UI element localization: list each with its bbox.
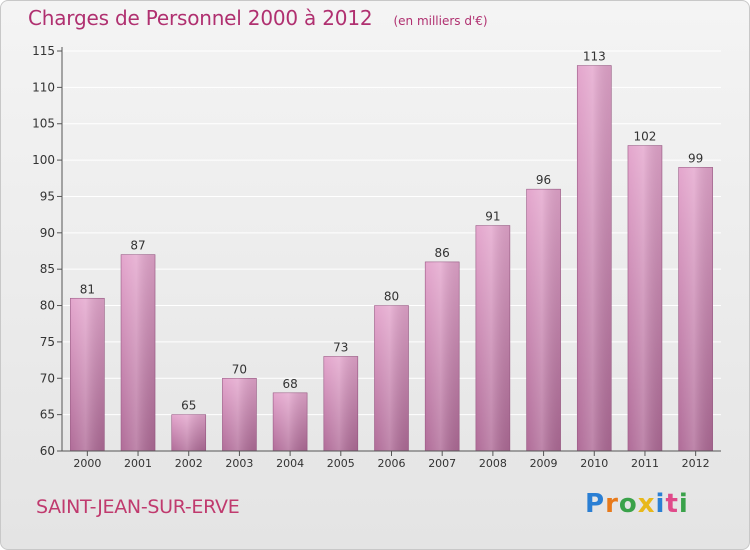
- x-tick-label: 2009: [530, 457, 558, 470]
- y-tick-label: 60: [40, 444, 55, 458]
- bar-shine: [577, 65, 612, 451]
- bar-shine: [627, 145, 662, 451]
- bar-shine: [273, 392, 308, 451]
- logo-letter: r: [605, 489, 619, 519]
- y-tick-label: 95: [40, 189, 55, 203]
- y-tick-label: 65: [40, 408, 55, 422]
- bar-shine: [222, 378, 257, 451]
- x-tick-label: 2008: [479, 457, 507, 470]
- y-tick-label: 70: [40, 371, 55, 385]
- y-tick-label: 110: [32, 80, 55, 94]
- commune-name: SAINT-JEAN-SUR-ERVE: [36, 496, 240, 518]
- bar-shine: [323, 356, 358, 451]
- bar-shine: [70, 298, 105, 451]
- x-tick-label: 2010: [580, 457, 608, 470]
- x-tick-label: 2012: [682, 457, 710, 470]
- y-tick-label: 80: [40, 299, 55, 313]
- logo-letter: t: [665, 489, 679, 519]
- logo-letter: o: [618, 489, 638, 519]
- bar-shine: [526, 189, 561, 451]
- data-label: 87: [130, 239, 145, 253]
- chart-title: Charges de Personnel 2000 à 2012: [28, 6, 373, 30]
- bar-shine: [678, 167, 713, 451]
- data-label: 65: [181, 399, 196, 413]
- logo-letter: i: [655, 489, 666, 519]
- y-tick-label: 75: [40, 335, 55, 349]
- data-label: 86: [435, 246, 450, 260]
- x-tick-label: 2006: [378, 457, 406, 470]
- data-label: 73: [333, 340, 348, 354]
- bar-shine: [171, 414, 206, 451]
- data-label: 99: [688, 151, 703, 165]
- y-tick-label: 90: [40, 226, 55, 240]
- x-tick-label: 2005: [327, 457, 355, 470]
- data-label: 102: [634, 130, 657, 144]
- data-label: 70: [232, 362, 247, 376]
- y-tick-label: 115: [32, 44, 55, 58]
- x-tick-label: 2000: [73, 457, 101, 470]
- bar-shine: [374, 305, 409, 451]
- data-label: 81: [80, 282, 95, 296]
- logo-letter: P: [585, 489, 606, 519]
- bar-shine: [475, 225, 510, 451]
- data-label: 91: [485, 210, 500, 224]
- proxiti-logo[interactable]: Proxiti: [585, 489, 689, 519]
- bar-shine: [121, 254, 156, 451]
- x-tick-label: 2002: [175, 457, 203, 470]
- y-tick-label: 85: [40, 262, 55, 276]
- x-tick-label: 2003: [225, 457, 253, 470]
- title-row: Charges de Personnel 2000 à 2012 (en mil…: [28, 6, 488, 30]
- data-label: 96: [536, 173, 551, 187]
- chart-subtitle: (en milliers d'€): [393, 14, 488, 28]
- y-tick-label: 105: [32, 117, 55, 131]
- y-tick-label: 100: [32, 153, 55, 167]
- logo-letter: i: [678, 489, 689, 519]
- data-label: 68: [282, 377, 297, 391]
- x-tick-label: 2004: [276, 457, 304, 470]
- x-tick-label: 2007: [428, 457, 456, 470]
- data-label: 113: [583, 50, 606, 64]
- data-label: 80: [384, 290, 399, 304]
- bar-shine: [425, 261, 460, 451]
- x-tick-label: 2001: [124, 457, 152, 470]
- logo-letter: x: [637, 489, 656, 519]
- x-tick-label: 2011: [631, 457, 659, 470]
